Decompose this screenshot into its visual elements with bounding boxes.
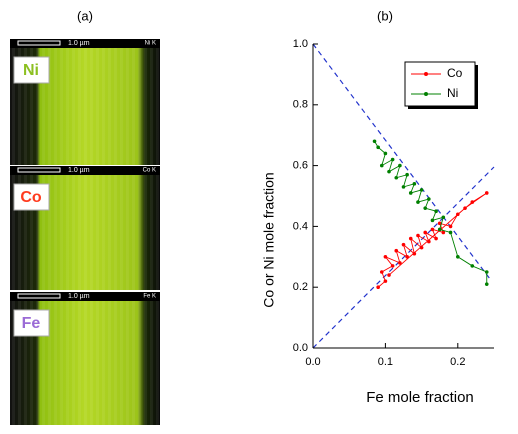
data-point bbox=[412, 182, 417, 186]
data-point bbox=[372, 139, 377, 144]
data-point bbox=[379, 270, 384, 274]
guide-line bbox=[312, 43, 491, 280]
legend-box bbox=[404, 61, 476, 107]
element-label: Co bbox=[20, 189, 42, 206]
element-tag bbox=[13, 183, 50, 211]
data-point bbox=[423, 230, 428, 235]
data-point bbox=[434, 236, 438, 241]
data-point bbox=[387, 169, 391, 174]
series-line bbox=[377, 192, 488, 288]
signal-label: Ni K bbox=[145, 41, 156, 47]
data-point bbox=[394, 175, 399, 180]
signal-label: Fe K bbox=[143, 294, 156, 300]
data-point bbox=[416, 233, 420, 238]
x-tick-label: 0.0 bbox=[305, 356, 320, 368]
map-stack: 1.0 µm Ni K Ni 1.0 µm Co K Co 1.0 µm Fe K Fe bbox=[10, 39, 160, 425]
y-tick-label: 0.8 bbox=[293, 99, 308, 111]
data-point bbox=[437, 221, 442, 226]
scale-label: 1.0 µm bbox=[68, 40, 90, 47]
data-point bbox=[470, 264, 475, 268]
data-point bbox=[484, 282, 489, 286]
data-point bbox=[423, 206, 428, 210]
element-label: Fe bbox=[22, 315, 41, 332]
scale-label: 1.0 µm bbox=[68, 293, 90, 300]
data-point bbox=[456, 254, 460, 259]
scale-label: 1.0 µm bbox=[68, 167, 90, 174]
data-point bbox=[383, 254, 388, 259]
data-point bbox=[401, 185, 406, 189]
data-point bbox=[376, 285, 380, 290]
scale-bar bbox=[17, 167, 61, 173]
data-point bbox=[470, 200, 475, 204]
data-point bbox=[430, 227, 435, 232]
data-point bbox=[427, 239, 431, 244]
data-point bbox=[398, 163, 402, 168]
scale-bar bbox=[17, 40, 61, 46]
data-point bbox=[383, 151, 388, 156]
data-point bbox=[419, 245, 424, 250]
data-point bbox=[427, 197, 431, 201]
data-point bbox=[408, 236, 413, 241]
data-point bbox=[376, 145, 380, 150]
x-tick-label: 0.1 bbox=[378, 356, 393, 368]
signal-label: Co K bbox=[143, 168, 156, 174]
legend-marker bbox=[424, 92, 428, 96]
element-tag bbox=[13, 56, 50, 84]
scale-bar bbox=[17, 293, 61, 299]
data-point bbox=[463, 206, 467, 210]
data-point bbox=[405, 172, 409, 177]
data-point bbox=[441, 230, 446, 235]
panel-label: (b) bbox=[377, 8, 393, 23]
data-point bbox=[484, 270, 489, 274]
data-point bbox=[398, 261, 402, 265]
series-line bbox=[374, 141, 488, 285]
data-point bbox=[405, 254, 409, 259]
data-point bbox=[441, 215, 446, 220]
y-tick-label: 0.6 bbox=[293, 160, 308, 172]
legend-label: Ni bbox=[447, 86, 458, 100]
data-point bbox=[379, 163, 384, 168]
map-header bbox=[10, 39, 160, 48]
data-point bbox=[434, 209, 438, 213]
map-header bbox=[10, 292, 160, 301]
y-tick-label: 0.4 bbox=[293, 220, 308, 232]
guide-line bbox=[312, 166, 495, 349]
data-point bbox=[394, 248, 399, 253]
data-point bbox=[383, 279, 388, 283]
data-point bbox=[456, 212, 460, 217]
data-point bbox=[401, 242, 406, 247]
legend-marker bbox=[424, 72, 428, 76]
data-point bbox=[484, 191, 489, 195]
element-tag bbox=[13, 309, 50, 337]
data-point bbox=[437, 227, 442, 232]
data-point bbox=[430, 218, 435, 223]
data-point bbox=[390, 157, 395, 162]
data-point bbox=[419, 188, 424, 192]
y-tick-label: 0.0 bbox=[293, 342, 308, 354]
data-point bbox=[412, 251, 417, 256]
data-point bbox=[448, 230, 453, 235]
element-label: Ni bbox=[23, 62, 39, 79]
map-header bbox=[10, 166, 160, 175]
y-tick-label: 1.0 bbox=[293, 38, 308, 50]
data-point bbox=[387, 273, 391, 277]
panel-label: (a) bbox=[77, 8, 93, 23]
data-point bbox=[448, 224, 453, 229]
y-tick-label: 0.2 bbox=[293, 281, 308, 293]
data-point bbox=[416, 200, 420, 204]
data-point bbox=[408, 191, 413, 195]
data-point bbox=[390, 264, 395, 268]
x-axis-label: Fe mole fraction bbox=[366, 389, 474, 406]
y-axis-label: Co or Ni mole fraction bbox=[261, 172, 277, 307]
legend-label: Co bbox=[447, 66, 463, 80]
x-tick-label: 0.2 bbox=[450, 356, 465, 368]
